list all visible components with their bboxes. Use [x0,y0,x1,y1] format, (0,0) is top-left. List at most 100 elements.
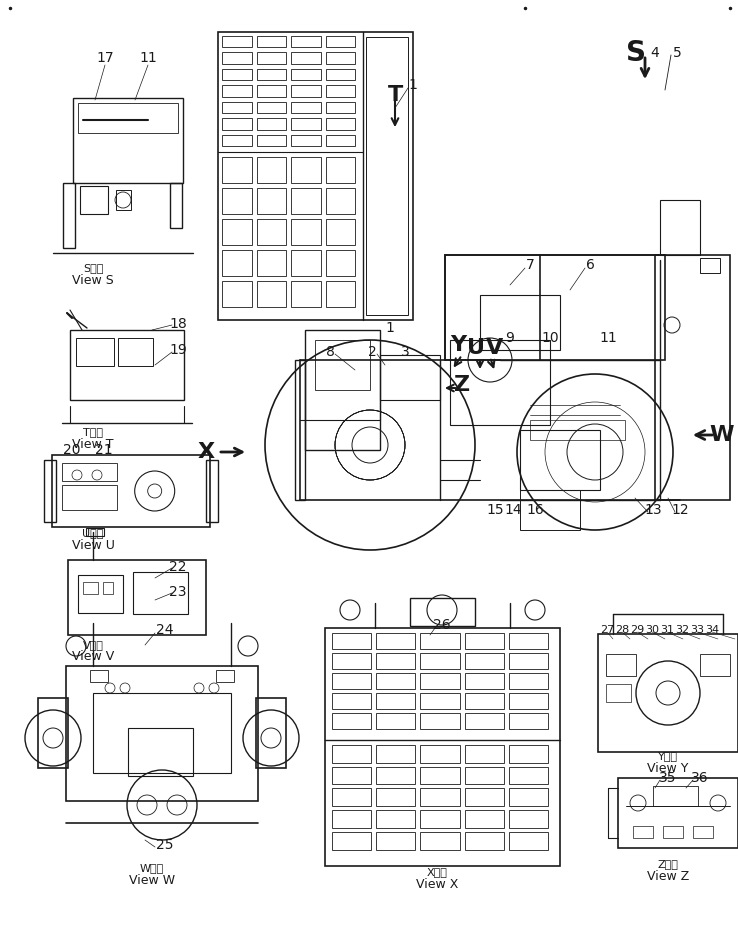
Bar [376,673,415,689]
Bar [222,118,252,130]
Bar [222,101,252,113]
Text: V: V [486,338,503,358]
Text: U　視: U 視 [83,528,103,538]
Text: 17: 17 [96,51,114,65]
Text: 20: 20 [63,443,80,457]
Bar [332,693,371,709]
Text: 6: 6 [585,258,594,272]
Bar [218,32,413,320]
Bar [257,134,286,146]
Bar [332,832,371,850]
Bar [257,157,286,183]
Bar [700,654,730,676]
Text: V　視: V 視 [83,640,103,650]
Bar [332,673,371,689]
Bar [465,744,504,762]
Bar [508,653,548,669]
Bar [421,832,460,850]
Bar [93,693,231,773]
Bar [325,36,355,47]
Text: 28: 28 [615,625,629,635]
Bar [410,598,475,626]
Bar [332,811,371,829]
Bar [68,560,206,635]
Text: 26: 26 [433,618,451,632]
Bar [508,673,548,689]
Bar [325,134,355,146]
Text: 25: 25 [156,838,173,852]
Bar [291,101,320,113]
Bar [291,157,320,183]
Text: 7: 7 [525,258,534,272]
Bar [465,693,504,709]
Bar [332,633,371,649]
Bar [86,528,104,536]
Text: W　視: W 視 [140,863,164,873]
Text: 10: 10 [541,331,559,345]
Bar [257,69,286,80]
Text: 30: 30 [645,625,659,635]
Bar [133,572,188,614]
Bar [291,134,320,146]
Text: View Y: View Y [647,761,689,775]
Text: 22: 22 [169,560,187,574]
Bar [257,250,286,276]
Bar [465,766,504,784]
Text: View Z: View Z [647,869,689,883]
Bar [421,766,460,784]
Bar [52,455,210,527]
Bar [257,219,286,245]
Bar [90,670,108,682]
Bar [80,186,108,214]
Bar [291,281,320,307]
Text: 8: 8 [325,345,334,359]
Bar [66,666,258,801]
Bar [325,281,355,307]
Bar [325,628,560,866]
Bar [366,37,408,315]
Text: 18: 18 [169,317,187,331]
Bar [653,786,698,806]
Text: 21: 21 [95,443,113,457]
Text: Z: Z [454,375,470,395]
Bar [118,338,153,366]
Bar [63,183,75,248]
Bar [325,250,355,276]
Text: 19: 19 [169,343,187,357]
Bar [325,219,355,245]
Bar [421,653,460,669]
Bar [332,744,371,762]
Bar [376,832,415,850]
Bar [128,728,193,776]
Bar [598,634,738,752]
Bar [325,118,355,130]
Bar [465,811,504,829]
Bar [376,811,415,829]
Bar [633,826,653,838]
Text: T: T [387,85,403,105]
Bar [508,633,548,649]
Bar [376,653,415,669]
Text: 35: 35 [659,771,677,785]
Bar [222,157,252,183]
Bar [73,98,183,183]
Bar [325,157,355,183]
Bar [206,460,218,522]
Text: Y　視: Y 視 [658,751,678,761]
Bar [376,789,415,806]
Bar [291,36,320,47]
Bar [257,85,286,97]
Bar [70,330,184,400]
Bar [222,219,252,245]
Text: S　視: S 視 [83,263,103,273]
Bar [325,52,355,63]
Text: 34: 34 [705,625,719,635]
Bar [257,101,286,113]
Bar [78,575,123,613]
Text: W: W [710,425,734,445]
Bar [421,713,460,729]
Bar [76,338,114,366]
Text: 23: 23 [169,585,187,599]
Bar [421,789,460,806]
Bar [508,744,548,762]
